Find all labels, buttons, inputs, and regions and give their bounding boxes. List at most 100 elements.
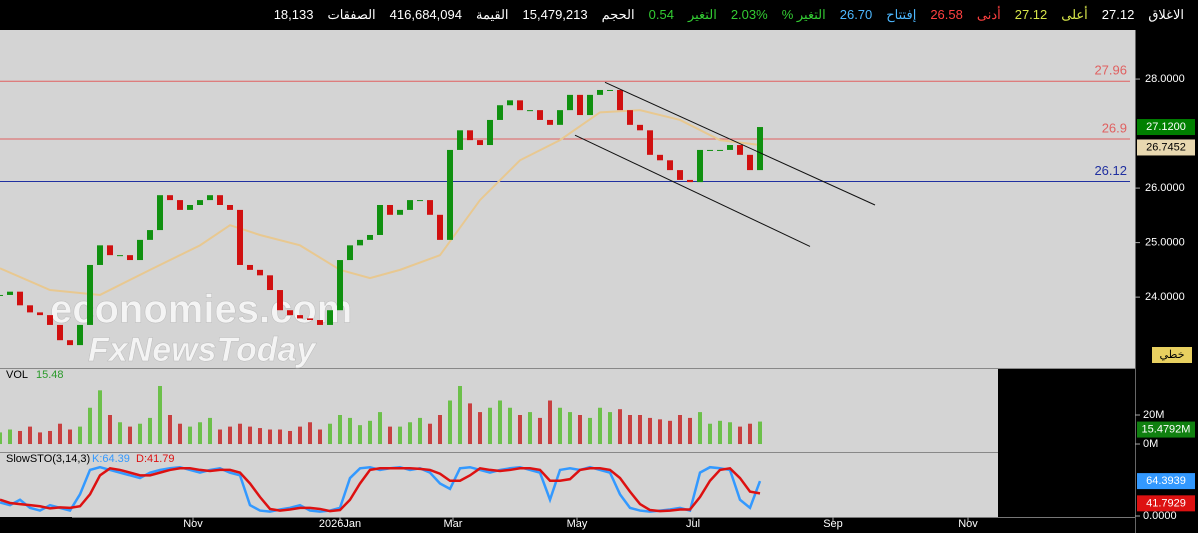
x-tick-label: Jul xyxy=(686,518,700,530)
y-tick-label: 28.0000 xyxy=(1145,73,1185,85)
volume-bar xyxy=(568,412,572,445)
candle xyxy=(547,119,553,125)
volume-bar xyxy=(88,407,92,445)
quote-bar: الاغلاق 27.12 أعلى 27.12 أدنى 26.58 إفتتاح 26.7… xyxy=(0,0,1198,30)
quote-value: 27.12 xyxy=(1101,7,1135,22)
mode-box xyxy=(1152,347,1192,363)
candle xyxy=(387,204,393,215)
candle xyxy=(417,200,423,202)
candle xyxy=(697,149,703,183)
candle xyxy=(77,324,83,346)
candle xyxy=(27,305,33,313)
quote-value: 18,133 xyxy=(273,7,314,22)
trendline xyxy=(574,134,811,247)
legend-entry: K:64.39 xyxy=(92,453,130,465)
trendline xyxy=(604,81,876,206)
quote-label: أدنى xyxy=(976,7,1001,22)
volume-bar xyxy=(148,417,152,445)
volume-bar xyxy=(498,400,502,445)
volume-bar xyxy=(378,412,382,445)
candle xyxy=(467,130,473,141)
candle xyxy=(257,269,263,276)
candle xyxy=(627,110,633,125)
value-box-label: 27.1200 xyxy=(1146,121,1186,133)
x-tick-label: Sep xyxy=(823,518,843,530)
volume-bar xyxy=(288,430,292,445)
volume-bar xyxy=(738,426,742,445)
volume-bar xyxy=(328,423,332,445)
volume-bar xyxy=(358,425,362,445)
volume-bar xyxy=(0,432,2,445)
stoch-line xyxy=(0,465,762,513)
candle xyxy=(567,94,573,111)
candle xyxy=(87,264,93,325)
quote-value: 416,684,094 xyxy=(389,7,462,22)
candle xyxy=(0,294,3,296)
quote-field: التغير 0.54 xyxy=(649,7,717,23)
level-label: 26.9 xyxy=(1102,120,1127,135)
quote-label: القيمة xyxy=(475,7,509,22)
candle xyxy=(687,179,693,183)
volume-bar xyxy=(198,422,202,445)
candle xyxy=(457,130,463,150)
candle xyxy=(427,200,433,215)
candle xyxy=(677,170,683,180)
candle xyxy=(197,200,203,205)
candle xyxy=(637,124,643,131)
quote-field: الاغلاق 27.12 xyxy=(1102,7,1184,23)
candle xyxy=(327,310,333,325)
level-label: 27.96 xyxy=(1094,63,1127,78)
candle xyxy=(57,324,63,341)
volume-bar xyxy=(588,417,592,445)
x-tick-label: Nov xyxy=(183,518,203,530)
volume-bar xyxy=(458,385,462,445)
y-tick-label: 26.0000 xyxy=(1145,182,1185,194)
volume-bar xyxy=(698,412,702,445)
candle xyxy=(297,315,303,319)
volume-bar xyxy=(258,428,262,445)
candle xyxy=(727,145,733,150)
x-tick-label: Nov xyxy=(958,518,978,530)
volume-bar xyxy=(508,407,512,445)
volume-bar xyxy=(548,400,552,445)
volume-bar xyxy=(708,423,712,445)
volume-bar xyxy=(338,415,342,445)
panel-title: VOL xyxy=(6,369,28,381)
volume-bar xyxy=(38,432,42,445)
candle xyxy=(367,234,373,240)
volume-bar xyxy=(558,407,562,445)
volume-bar xyxy=(528,412,532,445)
candle xyxy=(37,312,43,316)
volume-bar xyxy=(58,423,62,445)
volume-bar xyxy=(758,421,762,445)
candle xyxy=(447,149,453,240)
volume-bar xyxy=(218,429,222,445)
volume-bar xyxy=(748,423,752,445)
volume-bar xyxy=(418,417,422,445)
volume-bar xyxy=(608,412,612,445)
volume-bar xyxy=(438,415,442,445)
x-tick-label: Mar xyxy=(444,518,463,530)
quote-value: 27.12 xyxy=(1014,7,1048,22)
candle xyxy=(7,291,13,295)
quote-label: الاغلاق xyxy=(1148,7,1184,22)
volume-bar xyxy=(668,420,672,445)
candle xyxy=(237,209,243,265)
level-label: 26.12 xyxy=(1094,163,1127,178)
quote-label: الصفقات xyxy=(327,7,376,22)
value-box-label: 64.3939 xyxy=(1146,475,1186,487)
volume-bar xyxy=(18,430,22,445)
legend-entry: D:41.79 xyxy=(136,453,175,465)
volume-bar xyxy=(388,426,392,445)
value-box xyxy=(1137,473,1195,490)
candle xyxy=(157,195,163,231)
y-tick-label: 25.0000 xyxy=(1145,237,1185,249)
price-panel xyxy=(0,30,1135,368)
candle xyxy=(317,320,323,325)
value-box xyxy=(1137,421,1195,438)
mode-label: خطي xyxy=(1160,349,1185,361)
volume-bar xyxy=(138,423,142,445)
volume-bar xyxy=(408,422,412,445)
candle xyxy=(497,105,503,120)
candle xyxy=(277,290,283,311)
